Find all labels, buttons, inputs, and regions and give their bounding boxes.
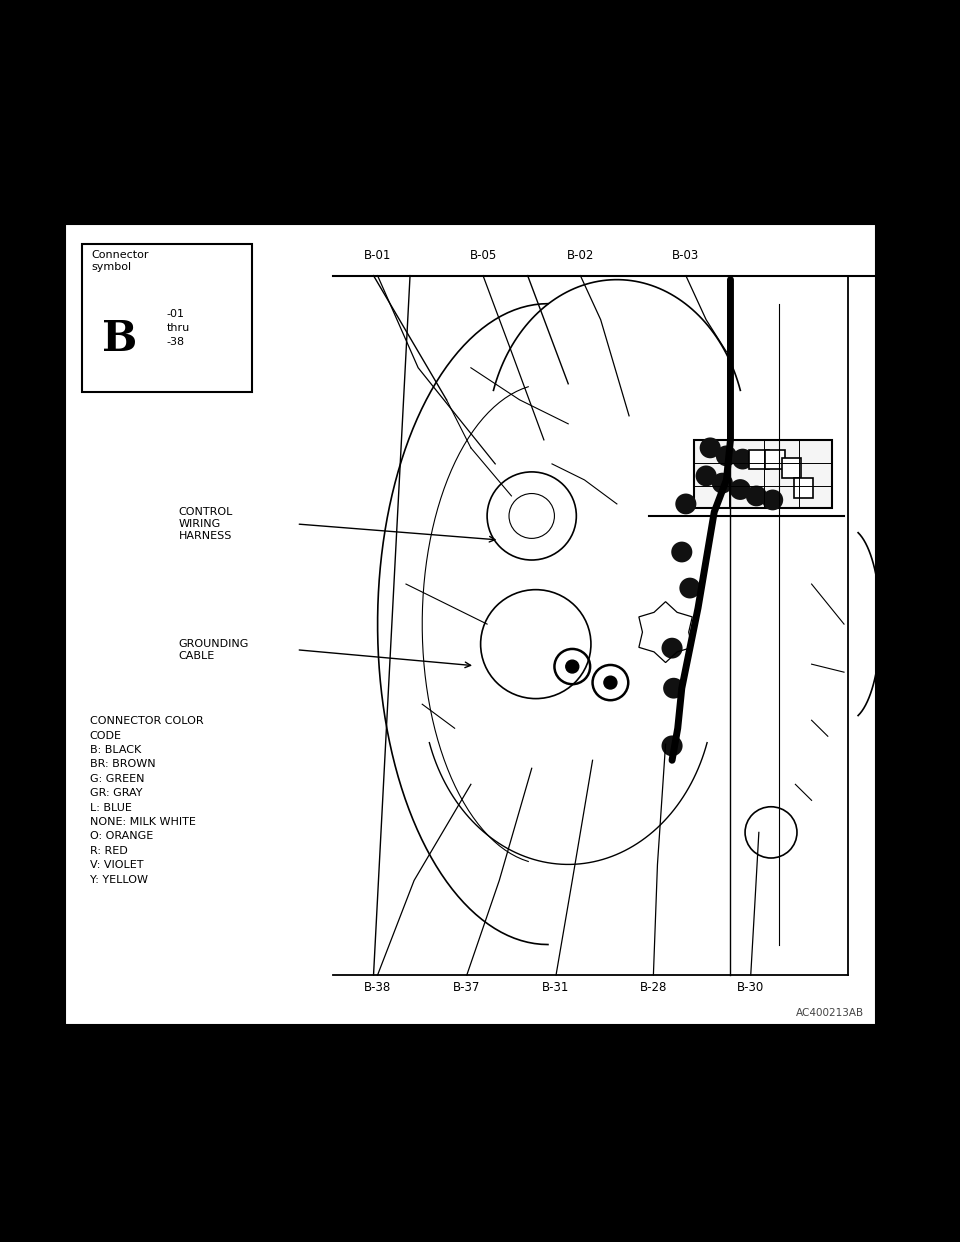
FancyBboxPatch shape (694, 440, 832, 508)
Circle shape (700, 437, 721, 458)
Text: CONTROL
WIRING
HARNESS: CONTROL WIRING HARNESS (179, 507, 233, 542)
Text: B-03: B-03 (672, 248, 700, 262)
Circle shape (680, 578, 701, 599)
Circle shape (661, 637, 683, 658)
Text: 80A-6: 80A-6 (50, 114, 141, 142)
Circle shape (565, 661, 579, 673)
Circle shape (732, 448, 754, 469)
Text: B-30: B-30 (737, 981, 764, 994)
Circle shape (746, 486, 767, 507)
Text: B: B (102, 318, 137, 360)
Text: B-01: B-01 (364, 248, 392, 262)
Text: B-38: B-38 (364, 981, 392, 994)
Circle shape (716, 446, 737, 466)
FancyBboxPatch shape (82, 243, 252, 391)
FancyBboxPatch shape (794, 478, 813, 498)
Text: B-02: B-02 (566, 248, 594, 262)
Text: B-31: B-31 (542, 981, 569, 994)
Text: -01
thru
-38: -01 thru -38 (167, 309, 190, 347)
FancyBboxPatch shape (749, 451, 769, 469)
Circle shape (730, 479, 751, 501)
Circle shape (604, 676, 617, 689)
Circle shape (675, 493, 696, 514)
FancyBboxPatch shape (765, 451, 785, 469)
Text: GROUNDING
CABLE: GROUNDING CABLE (179, 638, 250, 661)
Circle shape (711, 473, 732, 493)
Text: carmanualsonline.info: carmanualsonline.info (528, 1199, 682, 1213)
Circle shape (696, 466, 717, 487)
Text: Connector
symbol: Connector symbol (91, 250, 149, 272)
Text: AC400213AB: AC400213AB (796, 1009, 864, 1018)
Circle shape (661, 735, 683, 756)
FancyBboxPatch shape (781, 458, 801, 477)
Circle shape (762, 489, 783, 510)
Text: CONNECTOR COLOR
CODE
B: BLACK
BR: BROWN
G: GREEN
GR: GRAY
L: BLUE
NONE: MILK WHI: CONNECTOR COLOR CODE B: BLACK BR: BROWN … (89, 717, 204, 884)
Circle shape (663, 678, 684, 698)
Text: B-37: B-37 (453, 981, 481, 994)
Circle shape (671, 542, 692, 563)
Text: B-05: B-05 (469, 248, 496, 262)
Text: B-28: B-28 (639, 981, 667, 994)
